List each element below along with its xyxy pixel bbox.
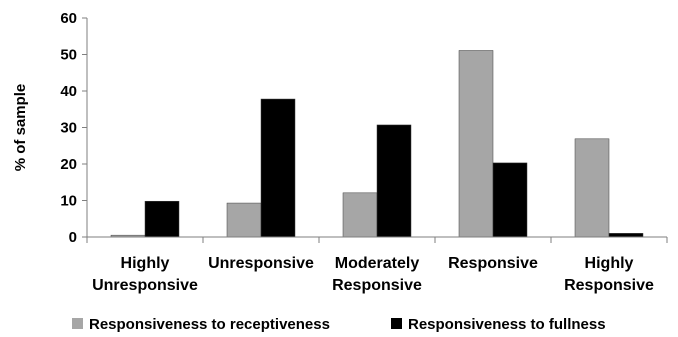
y-axis-title: % of sample bbox=[12, 84, 29, 172]
y-tick-label: 40 bbox=[60, 83, 77, 100]
x-category-label: Moderately Responsive bbox=[332, 255, 422, 294]
bar-fullness bbox=[492, 162, 528, 238]
y-tick-label: 60 bbox=[60, 10, 77, 27]
bar-fullness bbox=[260, 98, 296, 238]
bars bbox=[110, 50, 644, 238]
bar-fullness bbox=[608, 233, 644, 238]
y-axis-ticks: 0 10 20 30 40 50 60 bbox=[60, 10, 87, 246]
x-category-label: Unresponsive bbox=[208, 255, 314, 272]
legend-swatch bbox=[391, 318, 402, 329]
x-category-label: Highly Responsive bbox=[564, 255, 654, 294]
legend-swatch bbox=[72, 318, 83, 329]
legend: Responsiveness to receptiveness Responsiv… bbox=[72, 316, 606, 333]
y-tick-label: 0 bbox=[69, 229, 77, 246]
x-category-label: Highly Unresponsive bbox=[92, 255, 198, 294]
y-tick-label: 20 bbox=[60, 156, 77, 173]
x-axis-labels: Highly Unresponsive Unresponsive Moderately… bbox=[86, 237, 668, 294]
y-tick-label: 10 bbox=[60, 193, 77, 210]
bar-receptiveness bbox=[342, 192, 378, 238]
legend-label: Responsiveness to receptiveness bbox=[89, 316, 330, 333]
x-category-label: Responsive bbox=[448, 255, 538, 272]
bar-fullness bbox=[144, 200, 180, 238]
y-tick-label: 30 bbox=[60, 120, 77, 137]
bar-fullness bbox=[376, 124, 412, 238]
bar-receptiveness bbox=[226, 202, 262, 238]
bar-receptiveness bbox=[574, 138, 610, 238]
legend-label: Responsiveness to fullness bbox=[408, 316, 606, 333]
bar-receptiveness bbox=[458, 50, 494, 238]
y-tick-label: 50 bbox=[60, 47, 77, 64]
